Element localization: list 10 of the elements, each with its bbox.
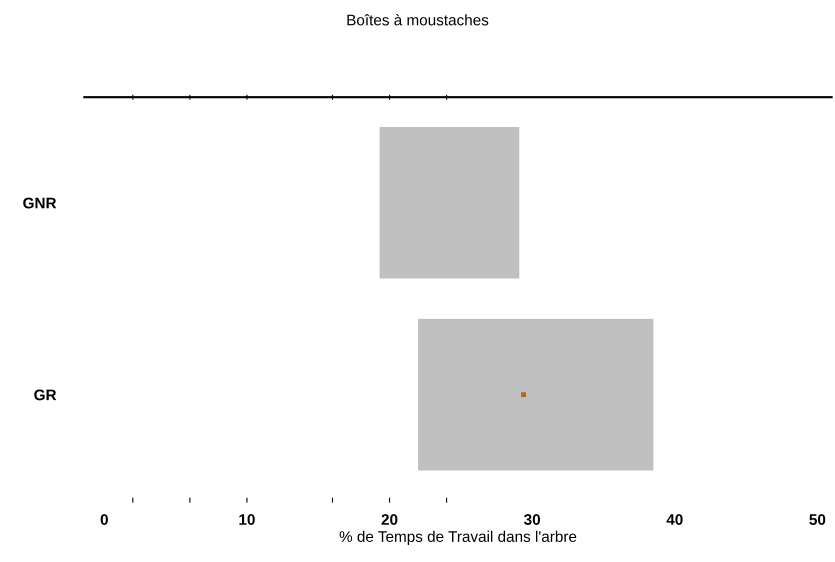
x-axis-title: % de Temps de Travail dans l'arbre bbox=[340, 530, 576, 545]
x-tick-label: 30 bbox=[524, 514, 540, 525]
x-tick-label: 10 bbox=[239, 514, 255, 525]
y-tick-label: GR bbox=[34, 390, 56, 400]
x-tick-label: 50 bbox=[809, 514, 826, 525]
chart-title: Boîtes à moustaches bbox=[347, 14, 488, 26]
y-tick-label: GNR bbox=[23, 198, 56, 208]
x-tick-label: 40 bbox=[666, 514, 683, 525]
x-tick-label: 20 bbox=[382, 514, 398, 525]
x-tick-label: 0 bbox=[100, 514, 108, 525]
